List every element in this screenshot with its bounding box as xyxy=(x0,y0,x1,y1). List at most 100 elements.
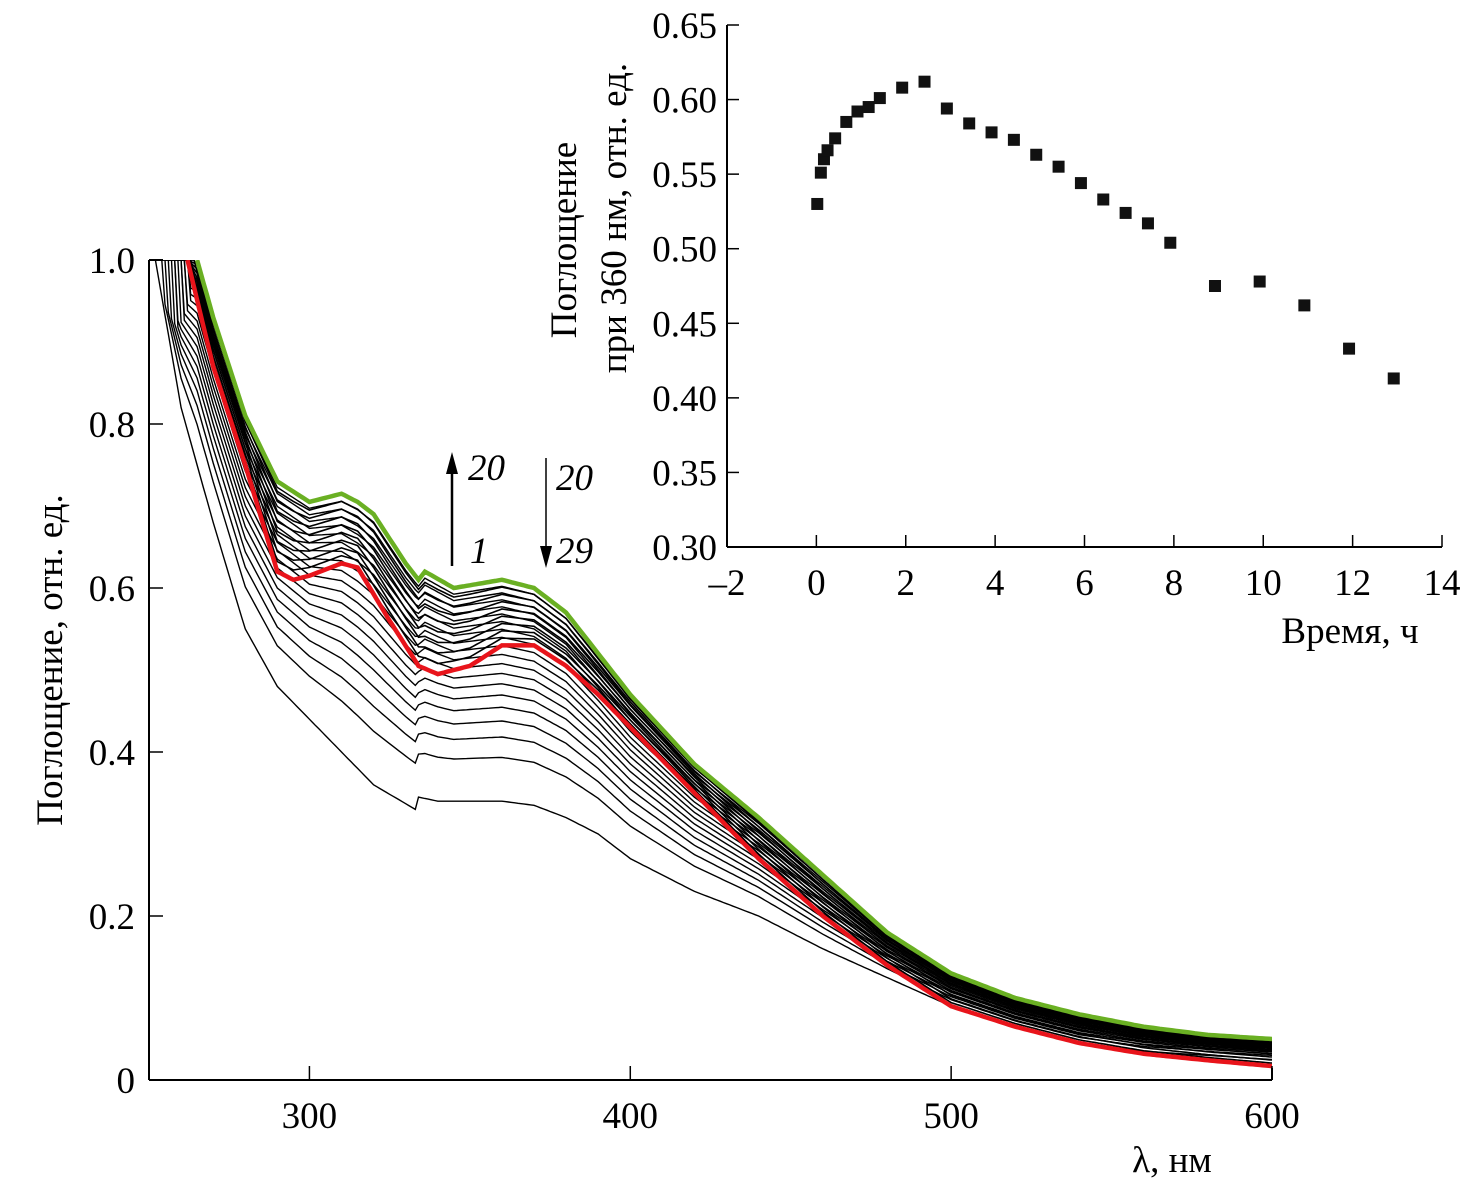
inset-data-point xyxy=(1298,299,1311,312)
inset-data-point xyxy=(821,144,834,157)
inset-data-point xyxy=(1097,193,1110,206)
spectrum-curve-6 xyxy=(165,260,1272,1051)
main-y-tick-label: 0.2 xyxy=(89,897,135,938)
inset-y-tick-labels: 0.30 0.35 0.40 0.45 0.50 0.55 0.60 0.65 xyxy=(652,6,717,569)
main-x-axis-title: λ, нм xyxy=(1132,1140,1212,1181)
inset-data-point xyxy=(1119,206,1132,219)
inset-data-point xyxy=(1074,177,1087,190)
annotation-label-down-bottom: 29 xyxy=(556,531,593,572)
spectra-curves xyxy=(149,260,1272,1069)
inset-y-axis-title-line1: Поглощение xyxy=(544,142,585,338)
spectrum-curve-18 xyxy=(184,260,1272,1041)
annotation-label-up-bottom: 1 xyxy=(470,531,489,572)
inset-x-tick-label: 6 xyxy=(1075,563,1094,604)
annotation-arrow-up xyxy=(446,452,458,566)
inset-data-point xyxy=(1052,160,1065,173)
main-y-tick-labels: 0 0.2 0.4 0.6 0.8 1.0 xyxy=(89,241,135,1102)
spectrum-curve-12 xyxy=(174,260,1272,1045)
spectrum-curve-19 xyxy=(184,260,1272,1041)
inset-y-axis-title-line2: при 360 нм, отн. ед. xyxy=(594,63,635,373)
annotation-label-down-top: 20 xyxy=(556,458,594,499)
main-x-tick-label: 600 xyxy=(1244,1096,1300,1137)
main-y-tick-label: 0.4 xyxy=(89,733,135,774)
spectrum-curve-15 xyxy=(177,260,1272,1043)
spectrum-curve-20-green xyxy=(194,260,1272,1042)
spectrum-curve-14 xyxy=(177,260,1272,1044)
main-axes xyxy=(148,259,1273,1081)
inset-y-tick-label: 0.65 xyxy=(652,6,717,47)
inset-data-point xyxy=(829,132,842,145)
inset-x-tick-label: –2 xyxy=(708,563,746,604)
inset-data-point xyxy=(1141,217,1154,230)
inset-data-point xyxy=(1253,275,1266,288)
inset-data-point xyxy=(811,197,824,210)
annotation-arrow-down xyxy=(540,458,552,568)
inset-x-tick-label: 12 xyxy=(1334,563,1371,604)
inset-data-point xyxy=(1208,280,1221,292)
inset-x-tick-label: 10 xyxy=(1245,563,1282,604)
inset-y-tick-label: 0.60 xyxy=(652,81,717,122)
inset-data-point xyxy=(840,115,853,128)
spectrum-curve-26 xyxy=(184,260,1272,1058)
arrow-down-head-icon xyxy=(540,546,552,568)
inset-data-point xyxy=(1343,342,1356,355)
main-y-tick-label: 0 xyxy=(117,1061,136,1102)
spectrum-curve-3 xyxy=(155,260,1272,1055)
inset-data-point xyxy=(1007,133,1020,146)
inset-data-point xyxy=(851,105,864,118)
inset-data-points xyxy=(811,75,1400,385)
inset-data-point xyxy=(1387,372,1400,385)
inset-data-point xyxy=(940,102,953,115)
inset-x-tick-label: 2 xyxy=(897,563,916,604)
spectrum-curve-13 xyxy=(177,260,1272,1045)
inset-y-tick-label: 0.35 xyxy=(652,453,717,494)
inset-x-tick-label: 14 xyxy=(1424,563,1461,604)
inset-y-tick-label: 0.50 xyxy=(652,230,717,271)
spectrum-curve-29-red xyxy=(185,260,1272,1069)
main-y-tick-label: 1.0 xyxy=(89,241,135,282)
annotation-label-up-top: 20 xyxy=(468,448,506,489)
spectrum-curve-7 xyxy=(165,260,1272,1050)
inset-x-axis-title: Время, ч xyxy=(1281,611,1418,652)
spectrum-curve-27 xyxy=(181,260,1272,1061)
main-y-tick-label: 0.6 xyxy=(89,569,135,610)
spectrum-curve-28 xyxy=(181,260,1272,1064)
main-x-tick-label: 400 xyxy=(603,1096,659,1137)
inset-x-tick-label: 0 xyxy=(807,563,826,604)
inset-data-point xyxy=(873,92,886,105)
inset-y-tick-label: 0.55 xyxy=(652,155,717,196)
inset-data-point xyxy=(814,166,827,179)
main-x-tick-label: 300 xyxy=(282,1096,338,1137)
spectrum-curve-10 xyxy=(171,260,1272,1047)
main-y-axis-title: Поглощение, отн. ед. xyxy=(30,494,71,825)
main-x-tick-label: 500 xyxy=(923,1096,979,1137)
spectrum-curve-22 xyxy=(186,260,1272,1046)
spectrum-curve-25 xyxy=(184,260,1272,1055)
spectrum-curve-9 xyxy=(171,260,1272,1048)
inset-data-point xyxy=(918,75,931,88)
main-y-tick-label: 0.8 xyxy=(89,405,135,446)
inset-data-point xyxy=(985,126,998,139)
inset-time-chart: –2 0 2 4 6 8 10 12 14 0.300.350.400.450.500.550.… xyxy=(544,6,1461,652)
inset-y-tick-label: 0.40 xyxy=(652,379,717,420)
inset-axes xyxy=(726,24,1443,548)
spectrum-curve-11 xyxy=(174,260,1272,1046)
inset-y-tick-label: 0.30 xyxy=(652,528,717,569)
spectrum-curve-24 xyxy=(184,260,1272,1052)
arrow-up-head-icon xyxy=(446,452,458,474)
main-x-tick-labels: 300 400 500 600 xyxy=(282,1096,1300,1137)
curve-group xyxy=(149,260,1272,1069)
spectrum-curve-21 xyxy=(187,260,1272,1043)
inset-data-point xyxy=(1164,236,1177,249)
inset-x-tick-labels: –2 0 2 4 6 8 10 12 14 xyxy=(708,563,1461,604)
inset-x-tick-label: 8 xyxy=(1165,563,1184,604)
inset-data-point xyxy=(896,81,909,94)
inset-data-point xyxy=(862,101,875,114)
main-spectra-chart: 300 400 500 600 0 0.2 0.4 0.6 0.8 1.0 λ, нм Погл… xyxy=(30,241,1300,1181)
inset-x-tick-label: 4 xyxy=(986,563,1005,604)
spectrum-curve-4 xyxy=(158,260,1272,1053)
spectrum-curve-23 xyxy=(186,260,1272,1049)
inset-data-point xyxy=(1030,148,1043,161)
inset-data-point xyxy=(963,117,976,130)
